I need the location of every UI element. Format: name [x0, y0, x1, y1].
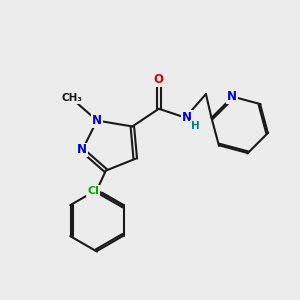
Text: Cl: Cl	[87, 186, 99, 196]
Text: CH₃: CH₃	[61, 94, 82, 103]
Text: N: N	[92, 114, 102, 127]
Text: H: H	[191, 121, 200, 131]
Text: N: N	[227, 90, 237, 103]
Text: N: N	[182, 111, 192, 124]
Text: O: O	[154, 73, 164, 86]
Text: N: N	[77, 143, 87, 157]
